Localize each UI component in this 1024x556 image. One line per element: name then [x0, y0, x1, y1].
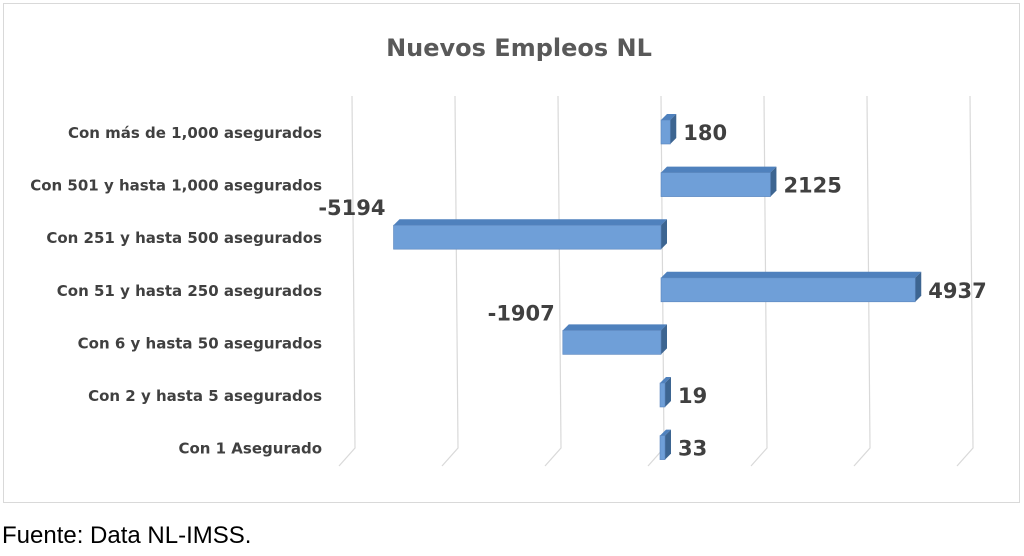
bar: [660, 271, 922, 303]
gridline: [956, 95, 974, 467]
data-label: -5194: [318, 196, 385, 220]
category-label: Con 251 y hasta 500 asegurados: [46, 229, 322, 247]
bar-side-face: [670, 114, 677, 144]
bar-front-face: [659, 382, 666, 408]
bar-top-face: [393, 219, 667, 226]
chart-frame: Nuevos Empleos NL Con más de 1,000 asegu…: [3, 3, 1020, 503]
bar: [659, 429, 671, 460]
bar-front-face: [393, 224, 662, 250]
category-label: Con 501 y hasta 1,000 asegurados: [30, 177, 322, 195]
bar-top-face: [660, 429, 671, 436]
bar-front-face: [562, 330, 662, 355]
gridlines: [338, 95, 974, 467]
bar-side-face: [665, 429, 671, 460]
bar-front-face: [660, 277, 916, 303]
bar-side-face: [665, 377, 671, 407]
bars: [393, 114, 922, 460]
data-label: 4937: [928, 279, 986, 303]
category-label: Con 2 y hasta 5 asegurados: [88, 387, 322, 405]
data-labels: 180 2125 -5194 4937 -1907 19 33: [318, 121, 986, 461]
bar-top-face: [562, 324, 667, 331]
category-label: Con más de 1,000 asegurados: [68, 124, 322, 142]
bar-top-face: [660, 377, 671, 383]
chart-title: Nuevos Empleos NL: [386, 34, 652, 62]
bar-front-face: [660, 172, 771, 197]
bar: [660, 114, 677, 145]
bar-side-face: [661, 219, 667, 250]
data-label: 2125: [783, 174, 841, 198]
bar-front-face: [660, 119, 671, 145]
bar-side-face: [661, 324, 667, 355]
source-note: Fuente: Data NL-IMSS.: [2, 522, 252, 549]
category-labels: Con más de 1,000 asegurados Con 501 y has…: [30, 124, 322, 458]
data-label: -1907: [488, 301, 555, 325]
bar: [393, 219, 667, 250]
bar-top-face: [661, 114, 677, 120]
gridline: [750, 95, 768, 467]
bar: [660, 166, 777, 197]
bar-chart: Nuevos Empleos NL Con más de 1,000 asegu…: [30, 34, 987, 467]
category-label: Con 51 y hasta 250 asegurados: [57, 282, 322, 300]
gridline: [853, 95, 871, 467]
category-label: Con 1 Asegurado: [178, 440, 322, 458]
gridline: [441, 95, 459, 467]
data-label: 180: [683, 121, 727, 145]
bar-top-face: [661, 166, 777, 173]
gridline: [544, 95, 562, 467]
bar-front-face: [659, 435, 666, 460]
gridline: [338, 95, 356, 467]
data-label: 19: [678, 384, 707, 408]
bar-side-face: [915, 271, 922, 302]
bar-top-face: [661, 271, 922, 278]
bar: [659, 377, 671, 408]
bar-side-face: [770, 166, 777, 197]
bar: [562, 324, 667, 355]
data-label: 33: [678, 437, 707, 461]
category-label: Con 6 y hasta 50 asegurados: [78, 334, 322, 352]
